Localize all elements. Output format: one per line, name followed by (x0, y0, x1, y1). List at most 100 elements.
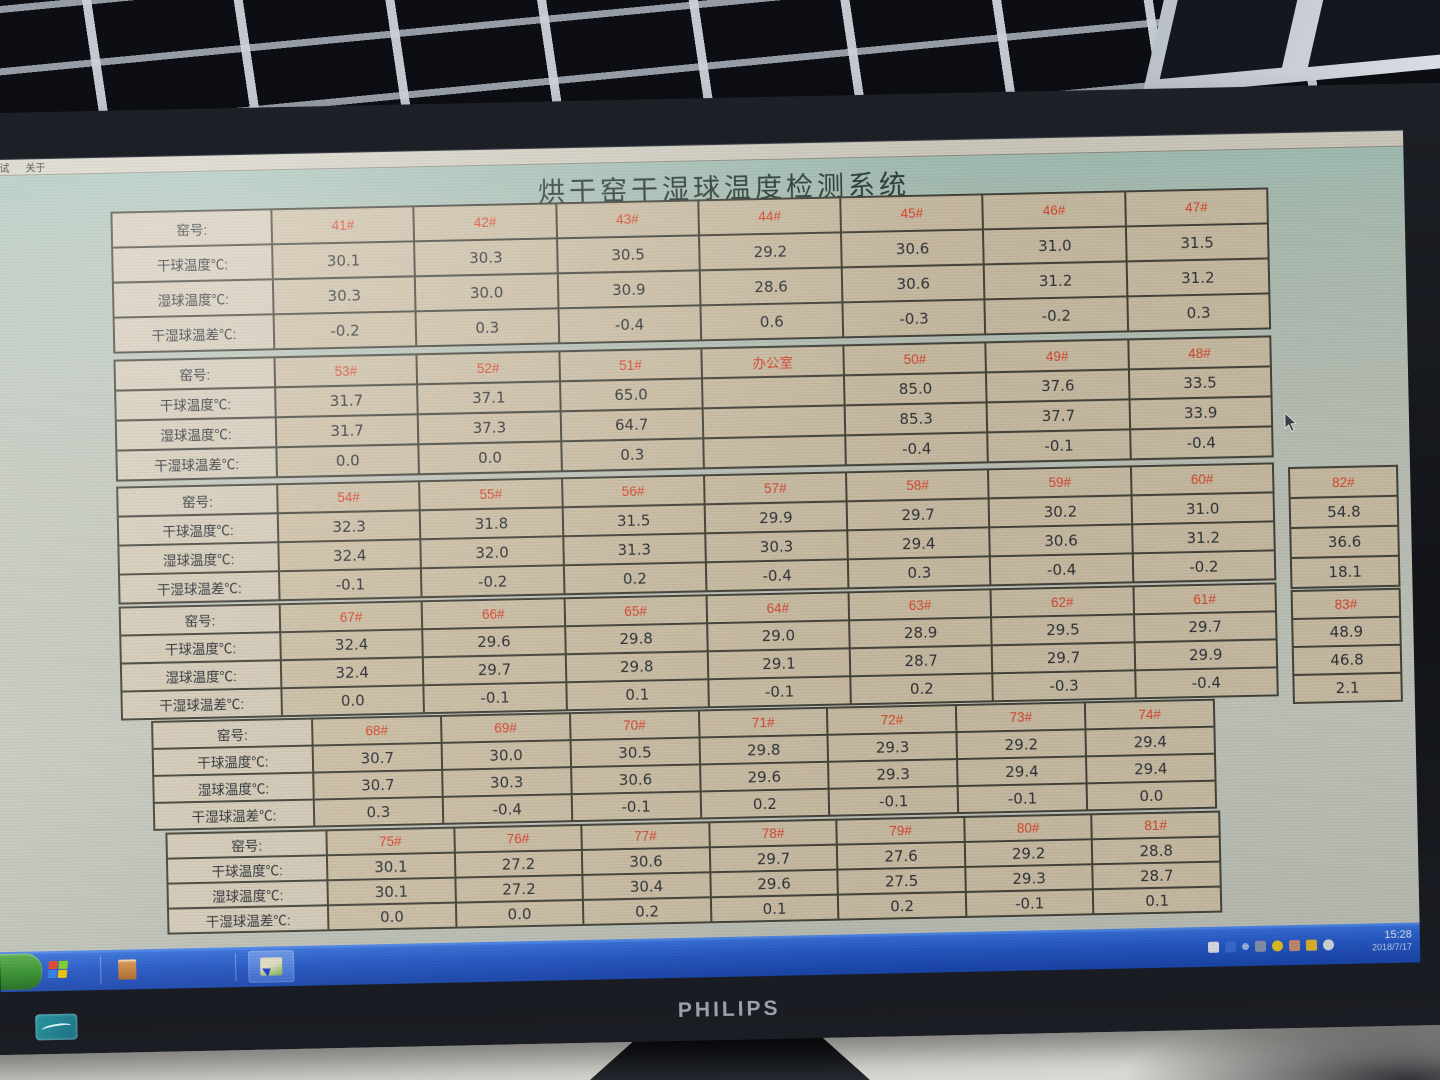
temp-value-cell (703, 435, 846, 469)
row-label-cell: 湿球温度℃: (153, 772, 314, 803)
kiln-number-cell: 73# (956, 702, 1086, 733)
flag-quadrant (57, 969, 68, 978)
kiln-data-table: 窑号: 54# 55# 56# 57# 58# 59# 60# 干球温度℃: 32.3 31.8 31… (116, 462, 1277, 605)
windows-flag-icon[interactable] (47, 960, 69, 979)
kiln-number-cell: 45# (840, 194, 984, 233)
kiln-number-cell: 43# (555, 200, 699, 239)
screen: 调试 关于 烘干窑干湿球温度检测系统 窑号: 41# 42# 43# 44# 45# 46# 4… (0, 129, 1421, 993)
temp-value-cell: 29.8 (565, 651, 709, 683)
menu-item[interactable]: 关于 (25, 163, 46, 175)
quick-launch-app-icon[interactable] (118, 959, 137, 980)
kiln-table-75-81: 窑号: 75# 76# 77# 78# 79# 80# 81# 干球温度℃: 30.1 27.2 30… (165, 810, 1223, 935)
temp-value-cell: 0.6 (700, 302, 844, 341)
temp-value-cell: 29.2 (698, 232, 842, 271)
temp-value-cell: 33.9 (1129, 396, 1273, 430)
tray-antivirus-icon[interactable] (1271, 939, 1284, 952)
kiln-number-cell: 41# (271, 206, 415, 245)
row-label-cell: 窑号: (117, 484, 278, 517)
kiln-number-cell: 83# (1291, 588, 1401, 620)
tray-app-icon[interactable] (1288, 939, 1301, 951)
kiln-number-cell: 74# (1084, 699, 1215, 730)
temp-value-cell: 31.8 (419, 507, 563, 540)
tray-safely-remove-icon[interactable] (1322, 938, 1335, 950)
temp-value-cell: 65.0 (559, 378, 703, 412)
temp-value-cell: 32.4 (280, 657, 424, 689)
kiln-number-cell: 52# (416, 351, 560, 385)
tray-update-icon[interactable] (1224, 940, 1237, 953)
temp-value-cell: 0.3 (313, 796, 444, 827)
tray-network-icon[interactable] (1207, 941, 1220, 953)
kiln-side-table-82: 82# 54.8 36.6 18.1 (1287, 464, 1401, 590)
kiln-table-54-60: 窑号: 54# 55# 56# 57# 58# 59# 60# 干球温度℃: 32.3 31.8 31… (116, 462, 1277, 605)
temp-value-cell: -0.4 (990, 553, 1134, 586)
temp-value-cell: 0.0 (276, 444, 420, 478)
row-label-cell: 湿球温度℃: (112, 279, 274, 318)
temp-value-cell: -0.4 (558, 305, 702, 344)
temp-value-cell: 27.2 (454, 874, 584, 903)
temp-value-cell: 28.7 (1092, 861, 1221, 890)
temp-value-cell: 29.4 (1086, 753, 1216, 784)
temp-value-cell: 64.7 (560, 408, 704, 442)
kiln-number-cell: 62# (990, 586, 1134, 618)
scada-app-taskbar-button[interactable] (247, 950, 295, 983)
temp-value-cell: 30.0 (415, 273, 559, 312)
temp-value-cell: 29.7 (992, 642, 1135, 674)
temp-value-cell: 29.5 (991, 614, 1135, 646)
temp-value-cell: 31.7 (275, 414, 419, 448)
row-label-cell: 窑号: (114, 357, 276, 391)
tray-status-dot-icon[interactable] (1241, 942, 1250, 950)
kiln-data-table: 窑号: 75# 76# 77# 78# 79# 80# 81# 干球温度℃: 30.1 27.2 30… (165, 810, 1223, 935)
tray-clock[interactable]: 15:28 2018/7/17 (1340, 928, 1413, 955)
kiln-data-table: 窑号: 41# 42# 43# 44# 45# 46# 47# 干球温度℃: 30.1 30.3 30… (110, 187, 1272, 354)
temp-value-cell: 27.2 (454, 849, 583, 878)
temp-value-cell: 0.3 (560, 438, 704, 472)
kiln-table-68-74: 窑号: 68# 69# 70# 71# 72# 73# 74# 干球温度℃: 30.7 30.0 30… (151, 698, 1218, 831)
temp-value-cell: 30.9 (557, 270, 701, 309)
temp-value-cell: -0.2 (421, 565, 565, 598)
temp-value-cell: 29.9 (704, 501, 848, 534)
temp-value-cell: -0.1 (987, 429, 1131, 463)
temp-value-cell: 0.1 (1093, 886, 1222, 915)
temp-value-cell: 0.3 (415, 308, 559, 347)
row-label-cell: 干球温度℃: (117, 513, 279, 546)
temp-value-cell: 0.2 (838, 891, 967, 920)
kiln-number-cell: 75# (326, 827, 455, 856)
menu-item[interactable]: 调试 (0, 163, 10, 176)
temp-value-cell: 0.1 (710, 894, 839, 923)
kiln-number-cell: 53# (274, 354, 418, 388)
tray-volume-icon[interactable] (1305, 939, 1318, 951)
taskbar-divider (99, 956, 102, 985)
row-label-cell: 干湿球温差℃: (116, 447, 277, 481)
row-label-cell: 干湿球温差℃: (167, 905, 329, 934)
temp-value-cell: 29.2 (956, 729, 1087, 760)
ceiling-dark-pane (1307, 0, 1440, 68)
temp-value-cell: 30.5 (556, 235, 700, 274)
row-label-cell: 湿球温度℃: (167, 880, 328, 909)
temp-value-cell: 29.6 (699, 761, 830, 792)
temp-value-cell: 31.2 (984, 261, 1128, 300)
temp-value-cell: -0.1 (957, 783, 1088, 814)
temp-value-cell: 29.4 (957, 756, 1087, 787)
temp-value-cell: 29.4 (847, 527, 991, 560)
temp-value-cell: 29.0 (706, 620, 850, 652)
tray-hidden-icon[interactable] (1254, 940, 1267, 952)
temp-value-cell: -0.1 (965, 889, 1094, 917)
temp-value-cell: 85.3 (844, 402, 988, 436)
temp-value-cell: 2.1 (1293, 672, 1402, 704)
kiln-number-cell: 63# (848, 589, 992, 621)
temp-value-cell: -0.4 (1134, 667, 1278, 699)
temp-value-cell: 0.2 (700, 788, 830, 819)
kiln-number-cell: 64# (706, 592, 850, 624)
temp-value-cell: -0.3 (992, 670, 1136, 702)
kiln-number-cell: 70# (569, 710, 700, 741)
kiln-number-cell: 81# (1091, 811, 1220, 840)
temp-value-cell: 0.0 (418, 441, 562, 475)
tray-icons (1207, 924, 1335, 967)
kiln-number-cell: 79# (836, 816, 965, 845)
temp-value-cell: 29.8 (699, 734, 829, 765)
temp-value-cell: 37.6 (986, 369, 1130, 403)
temp-value-cell: 33.5 (1128, 366, 1272, 400)
temp-value-cell: 32.0 (420, 536, 564, 569)
start-button[interactable] (0, 953, 43, 992)
temp-value-cell: 30.3 (414, 238, 558, 277)
